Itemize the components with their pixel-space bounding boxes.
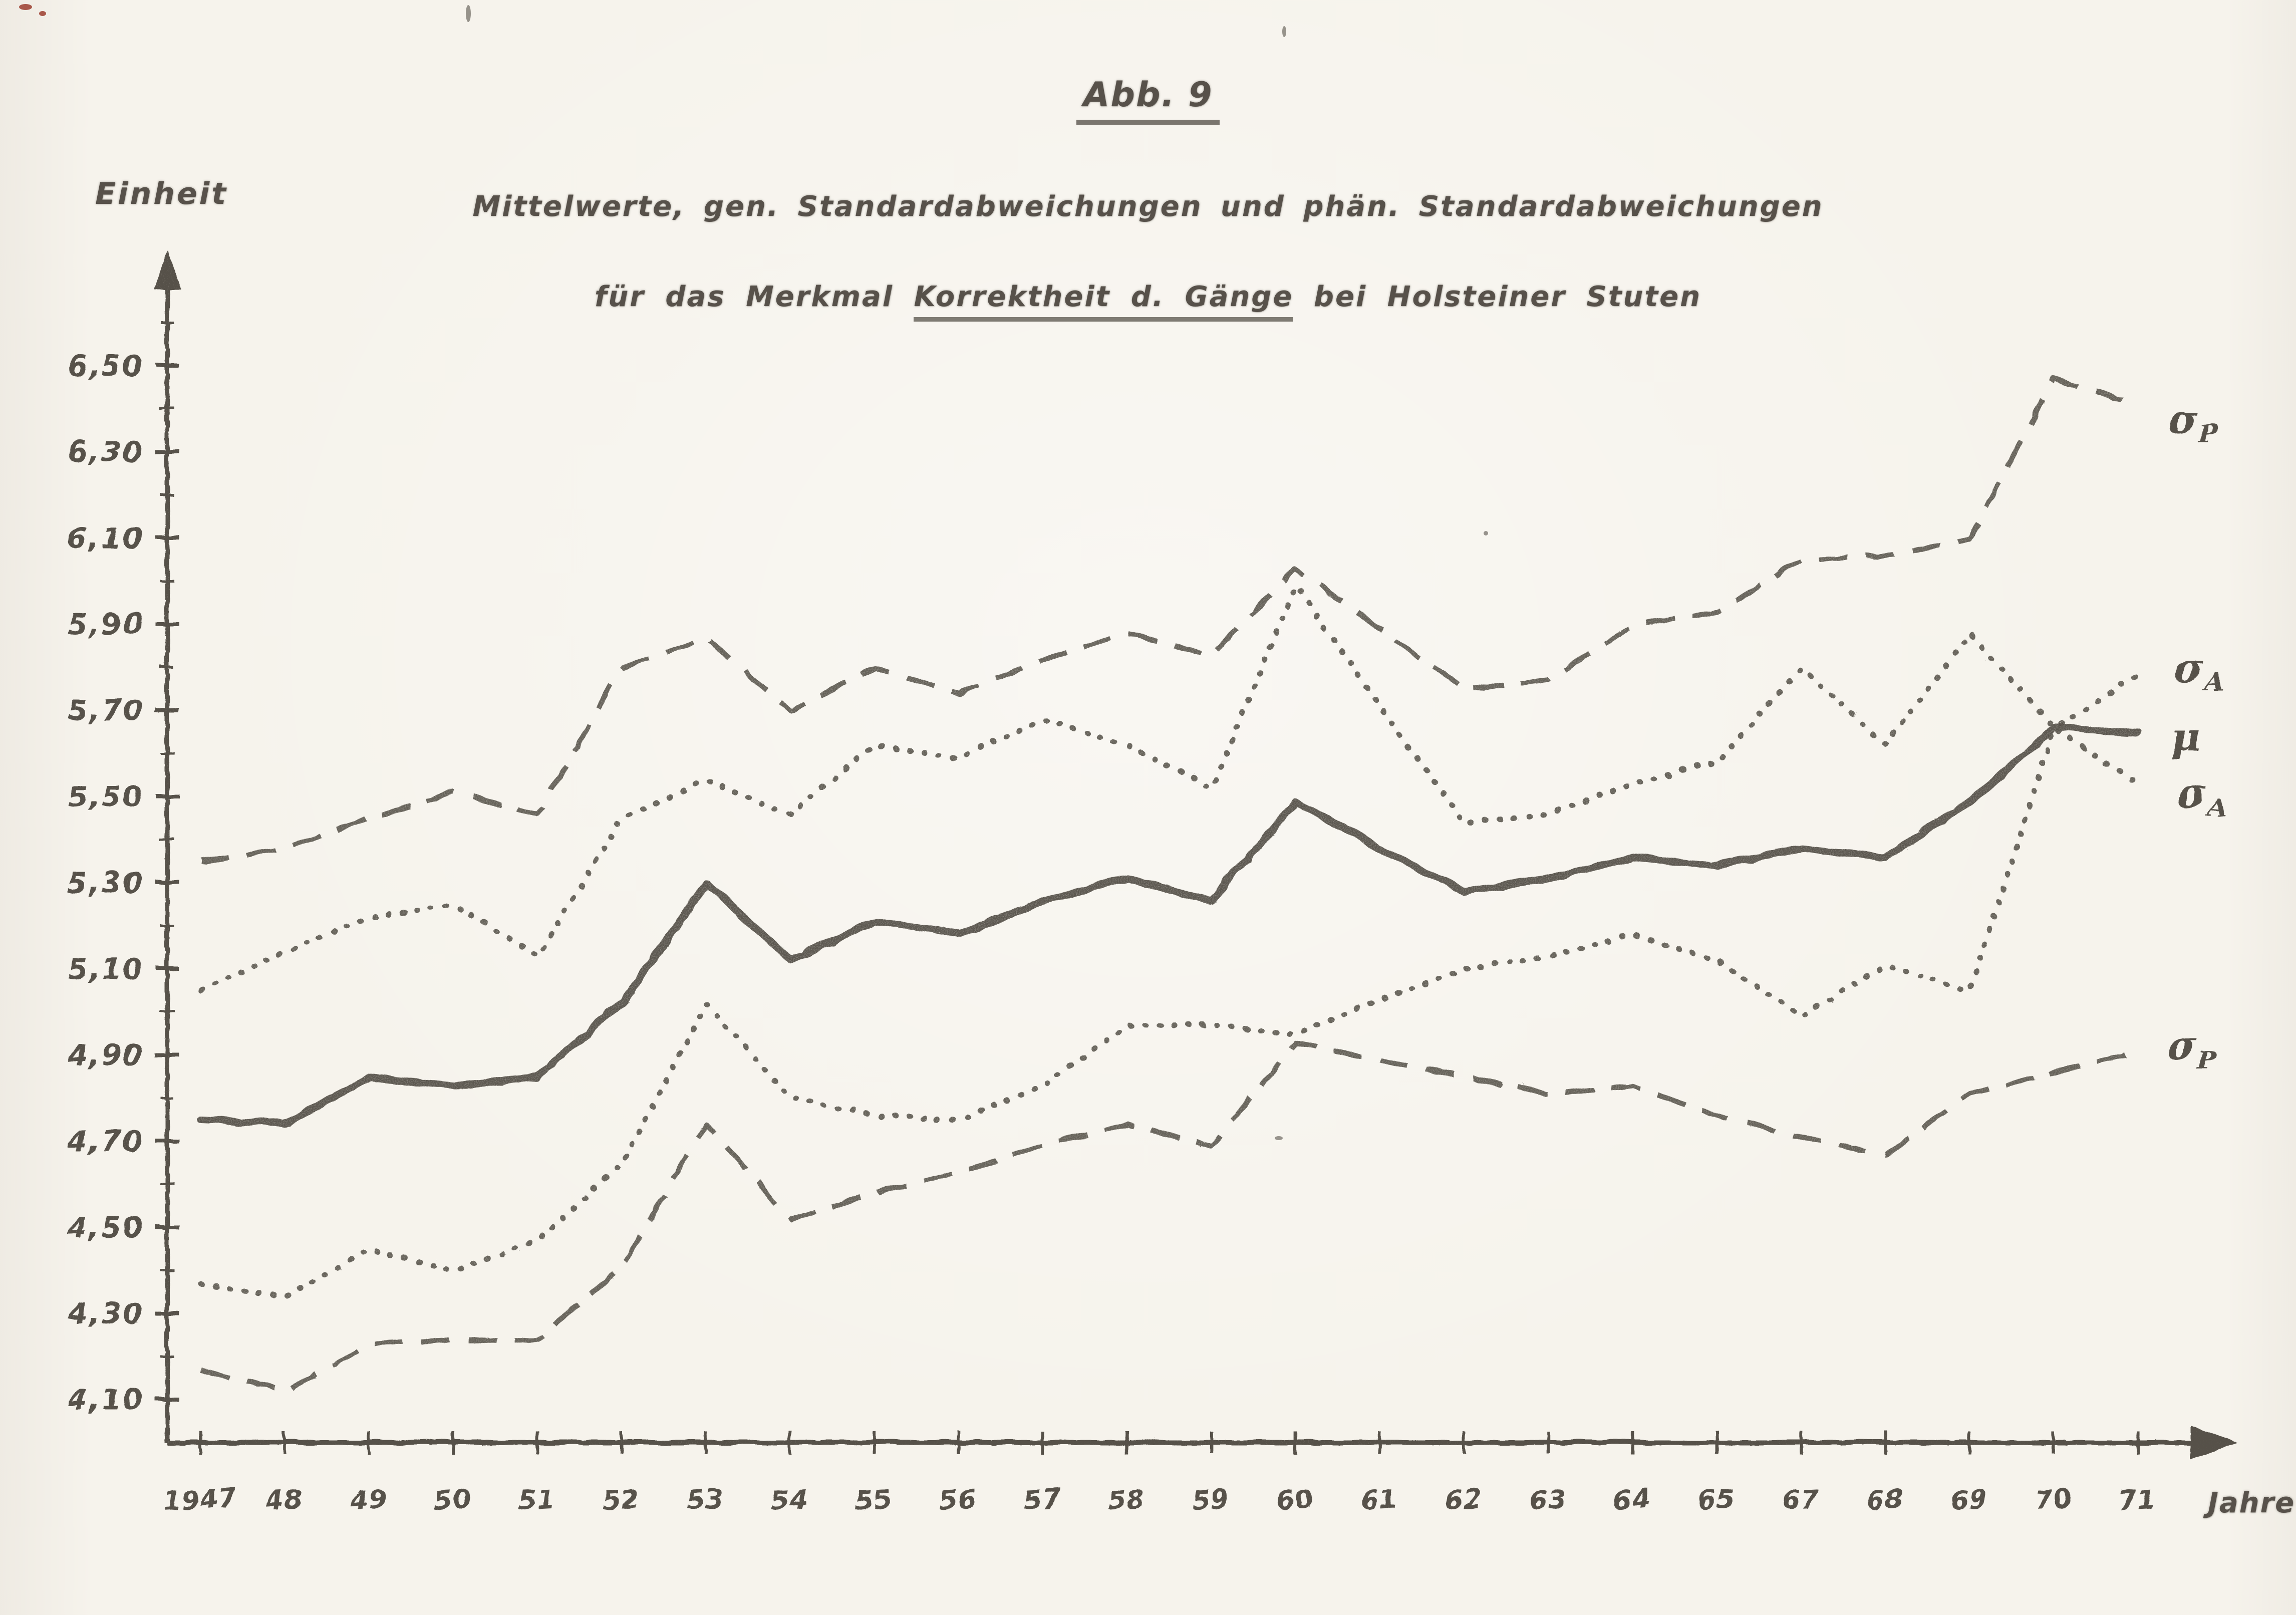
subtitle2-suffix: bei Holsteiner Stuten	[1313, 281, 1701, 313]
curve-label-sigma-a-lower: σA	[2176, 769, 2226, 822]
y-tick-label: 4,10	[66, 1383, 143, 1416]
y-tick-label: 6,10	[67, 521, 143, 554]
x-tick-label: 63	[1528, 1483, 1566, 1515]
y-axis-arrowhead	[153, 248, 180, 289]
x-tick-label: 58	[1106, 1483, 1145, 1515]
curve-end-labels-group: σP σA μ σA σP	[2166, 395, 2226, 1073]
y-tick-label: 6,50	[67, 349, 143, 382]
x-tick-label: 71	[2117, 1483, 2156, 1515]
data-series-group	[195, 375, 2141, 1393]
series-line-sigma-p-upper	[199, 375, 2138, 863]
x-axis-title: Jahre	[2208, 1487, 2295, 1519]
x-axis-arrowhead	[2190, 1425, 2236, 1459]
series-line-sigma-p-lower	[198, 1038, 2138, 1393]
x-tick-label: 69	[1949, 1483, 1987, 1515]
tick-labels-group: 6,50 6,30 6,10 5,90 5,70 5,50 5,30 5,10 4,90 4,70…	[66, 349, 2156, 1516]
y-tick-label: 4,50	[66, 1210, 143, 1243]
series-line-mu	[195, 722, 2141, 1127]
subtitle2-underlined-trait: Korrektheit d. Gänge	[914, 281, 1294, 322]
scan-speck	[466, 5, 471, 22]
series-line-sigma-a-lower	[196, 723, 2140, 1298]
x-tick-label: 64	[1612, 1483, 1650, 1515]
x-tick-label: 1947	[161, 1482, 237, 1516]
x-tick-label: 65	[1696, 1483, 1735, 1515]
subtitle2-prefix: für das Merkmal	[595, 281, 894, 313]
figure-number: Abb. 9	[0, 75, 2296, 125]
scan-speck	[19, 4, 32, 10]
series-line-sigma-a-upper	[196, 582, 2140, 992]
axes-group	[153, 248, 2236, 1459]
y-tick-label: 5,50	[67, 779, 143, 813]
y-tick-label: 5,70	[67, 693, 143, 726]
x-tick-label: 68	[1864, 1483, 1903, 1515]
figure-subtitle-line2: für das Merkmal Korrektheit d. Gänge bei…	[0, 281, 2296, 322]
x-tick-label: 49	[348, 1483, 387, 1515]
scan-speck	[39, 11, 46, 16]
x-tick-label: 56	[938, 1483, 976, 1515]
x-tick-label: 55	[853, 1483, 892, 1515]
y-tick-label: 5,30	[67, 866, 143, 899]
curve-label-sigma-p-upper: σP	[2167, 395, 2217, 447]
y-tick-label: 4,30	[66, 1296, 143, 1329]
scan-speck	[1282, 26, 1286, 37]
figure-number-text: Abb. 9	[1076, 75, 1220, 125]
y-tick-label: 5,10	[67, 952, 143, 985]
x-tick-label: 70	[2033, 1483, 2072, 1515]
scan-speck	[1275, 1136, 1283, 1140]
x-tick-label: 60	[1275, 1483, 1313, 1515]
figure-subtitle-line1: Mittelwerte, gen. Standardabweichungen u…	[472, 190, 1824, 223]
y-tick-label: 5,90	[67, 607, 143, 640]
x-tick-label: 51	[516, 1483, 555, 1515]
curve-label-mu: μ	[2170, 712, 2200, 759]
x-tick-label: 54	[769, 1483, 808, 1515]
x-tick-label: 59	[1191, 1483, 1229, 1515]
x-tick-label: 48	[263, 1483, 303, 1515]
x-tick-label: 50	[432, 1483, 471, 1515]
curve-label-sigma-a-upper: σA	[2173, 643, 2223, 696]
y-tick-label: 4,90	[66, 1038, 143, 1071]
y-tick-label: 4,70	[66, 1124, 143, 1157]
x-tick-label: 52	[601, 1483, 639, 1515]
x-tick-label: 67	[1780, 1483, 1819, 1515]
x-tick-label: 61	[1359, 1483, 1397, 1515]
y-tick-label: 6,30	[67, 435, 143, 468]
x-tick-label: 62	[1443, 1483, 1482, 1515]
scan-speck	[1484, 531, 1488, 535]
x-tick-label: 53	[685, 1483, 724, 1515]
curve-label-sigma-p-lower: σP	[2166, 1021, 2216, 1073]
y-axis-title: Einheit	[95, 176, 228, 211]
x-tick-label: 57	[1022, 1483, 1060, 1515]
